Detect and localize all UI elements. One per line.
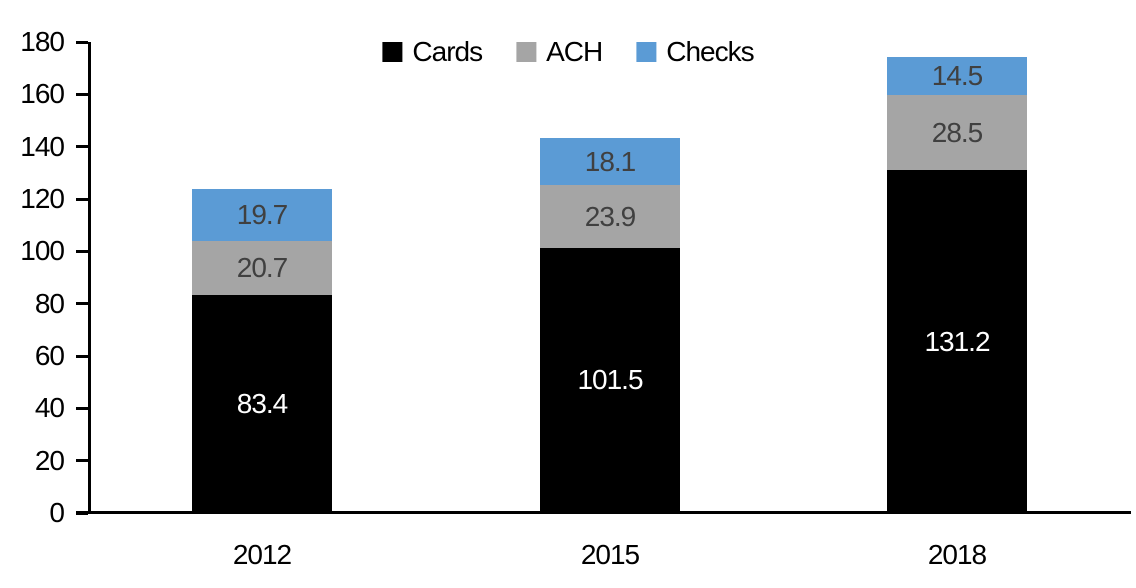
bar-segment-checks-2018: 14.5 — [887, 57, 1027, 95]
y-tick-0 — [76, 512, 88, 515]
y-tick-40 — [76, 407, 88, 410]
bar-value-label-cards-2018: 131.2 — [924, 325, 990, 357]
y-tick-label-160: 160 — [20, 78, 65, 109]
legend-swatch-ach-icon — [516, 42, 537, 62]
legend-item-checks: Checks — [636, 36, 755, 67]
y-tick-100 — [76, 250, 88, 253]
y-tick-label-60: 60 — [34, 340, 65, 371]
bar-value-label-checks-2012: 19.7 — [236, 199, 288, 230]
y-tick-20 — [76, 459, 88, 462]
legend-label-cards: Cards — [412, 36, 483, 67]
bar-value-label-ach-2015: 23.9 — [584, 200, 636, 232]
legend-swatch-checks-icon — [636, 42, 657, 62]
y-tick-140 — [76, 145, 88, 148]
y-tick-60 — [76, 355, 88, 358]
bar-value-label-ach-2018: 28.5 — [931, 116, 983, 148]
x-tick-label-2018: 2018 — [927, 539, 987, 570]
x-tick-label-2012: 2012 — [232, 539, 292, 570]
y-tick-label-0: 0 — [49, 497, 65, 528]
bar-value-label-ach-2012: 20.7 — [236, 252, 288, 283]
bar-value-label-checks-2015: 18.1 — [584, 145, 636, 177]
y-axis-line — [88, 42, 91, 514]
y-tick-label-40: 40 — [34, 392, 65, 423]
bar-value-label-checks-2018: 14.5 — [931, 60, 983, 91]
legend-swatch-cards-icon — [382, 42, 403, 62]
bar-segment-cards-2018: 131.2 — [887, 170, 1027, 513]
legend-label-ach: ACH — [546, 36, 603, 67]
legend-label-checks: Checks — [666, 36, 754, 67]
y-tick-label-120: 120 — [20, 183, 65, 214]
bar-value-label-cards-2012: 83.4 — [236, 388, 288, 419]
bar-segment-cards-2015: 101.5 — [540, 247, 680, 513]
bar-segment-ach-2012: 20.7 — [192, 241, 332, 295]
y-tick-label-180: 180 — [20, 26, 65, 57]
bar-segment-checks-2015: 18.1 — [540, 138, 680, 185]
y-tick-120 — [76, 198, 88, 201]
bar-segment-ach-2018: 28.5 — [887, 95, 1027, 170]
bar-segment-cards-2012: 83.4 — [192, 295, 332, 513]
bar-value-label-cards-2015: 101.5 — [577, 364, 643, 395]
y-tick-label-80: 80 — [34, 288, 65, 319]
legend-item-ach: ACH — [516, 36, 603, 67]
y-tick-80 — [76, 302, 88, 305]
chart-legend: Cards ACH Checks — [382, 36, 755, 67]
legend-item-cards: Cards — [382, 36, 483, 67]
y-tick-label-140: 140 — [20, 131, 65, 162]
bar-segment-checks-2012: 19.7 — [192, 189, 332, 241]
y-tick-label-100: 100 — [20, 235, 65, 266]
y-tick-180 — [76, 41, 88, 44]
bar-segment-ach-2015: 23.9 — [540, 185, 680, 248]
x-tick-label-2015: 2015 — [580, 539, 640, 570]
y-tick-label-20: 20 — [34, 445, 65, 476]
y-tick-160 — [76, 93, 88, 96]
